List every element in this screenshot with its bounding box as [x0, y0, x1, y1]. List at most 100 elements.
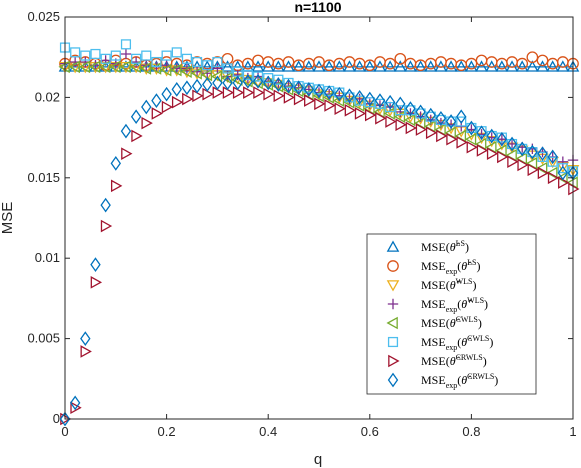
- data-point: [273, 74, 284, 85]
- data-point: [568, 182, 580, 196]
- data-point: [436, 129, 448, 143]
- data-point: [506, 138, 518, 150]
- data-point: [385, 115, 397, 128]
- data-point: [119, 62, 133, 74]
- data-point: [141, 50, 152, 61]
- data-point: [547, 156, 558, 167]
- data-point: [161, 86, 172, 102]
- data-point: [212, 75, 223, 91]
- data-point: [313, 56, 325, 68]
- legend-entry: MSE(θ̂WLS): [386, 277, 476, 292]
- data-point: [242, 57, 254, 70]
- data-point: [151, 93, 162, 108]
- legend-label: MSEexp(θ̂WLS): [421, 296, 488, 314]
- data-marks: [58, 39, 580, 427]
- data-point: [444, 60, 458, 72]
- x-tick-label: 0.8: [462, 424, 480, 439]
- y-tick-label: 0.015: [27, 170, 60, 185]
- data-point: [435, 110, 447, 126]
- legend-entry: MSE(θ̂CRWLS): [388, 353, 487, 368]
- data-point: [171, 81, 182, 97]
- data-point: [404, 60, 417, 72]
- data-point: [141, 116, 153, 130]
- data-point: [364, 97, 375, 108]
- data-point: [221, 71, 233, 85]
- data-point: [354, 95, 365, 106]
- data-point: [364, 91, 376, 107]
- data-point: [374, 93, 386, 108]
- x-tick-label: 0: [61, 424, 68, 439]
- legend-entry: MSEexp(θ̂CWLS): [387, 334, 493, 352]
- data-point: [192, 89, 204, 103]
- data-point: [333, 60, 346, 72]
- data-point: [263, 73, 274, 84]
- data-point: [354, 90, 365, 105]
- data-point: [507, 155, 519, 169]
- data-point: [424, 60, 438, 72]
- data-point: [190, 66, 202, 80]
- data-point: [212, 63, 223, 74]
- data-point: [151, 107, 163, 120]
- legend-label: MSEexp(θ̂LS): [421, 258, 481, 276]
- legend-marker: [387, 260, 399, 272]
- data-point: [202, 87, 214, 101]
- data-point: [90, 48, 101, 60]
- y-tick-label: 0.02: [35, 89, 60, 104]
- data-point: [384, 94, 396, 110]
- data-point: [506, 136, 518, 152]
- data-point: [385, 101, 396, 113]
- y-tick-label: 0.01: [35, 250, 60, 265]
- legend-marker: [386, 280, 400, 292]
- data-point: [415, 104, 426, 120]
- data-point: [383, 60, 397, 72]
- x-tick-label: 0.4: [259, 424, 277, 439]
- data-point: [486, 128, 497, 144]
- data-point: [395, 105, 406, 116]
- data-point: [263, 87, 275, 101]
- data-point: [527, 163, 539, 177]
- data-point: [425, 126, 438, 140]
- data-point: [243, 86, 255, 99]
- axes: 0 0.2 0.4 0.6 0.8 1 0 0.005 0.01 0.015 0.02 0.025: [27, 9, 576, 439]
- data-point: [557, 163, 568, 174]
- data-point: [323, 85, 335, 100]
- x-tick-label: 0.2: [158, 424, 176, 439]
- data-point: [332, 94, 345, 107]
- data-point: [80, 345, 92, 358]
- data-point: [516, 57, 529, 70]
- data-point: [273, 77, 284, 92]
- data-point: [344, 88, 355, 104]
- chart-title: n=1100: [294, 0, 341, 15]
- legend-entry: MSEexp(θ̂CRWLS): [387, 372, 498, 390]
- legend-label: MSEexp(θ̂CRWLS): [421, 372, 498, 390]
- data-point: [170, 63, 182, 77]
- data-point: [59, 411, 71, 427]
- data-point: [546, 166, 558, 180]
- series-6: [60, 86, 580, 426]
- data-point: [80, 331, 91, 346]
- legend-box: [366, 233, 537, 395]
- data-point: [557, 165, 569, 181]
- legend-label: MSEexp(θ̂CWLS): [421, 334, 493, 352]
- data-point: [120, 123, 132, 139]
- data-point: [446, 132, 458, 146]
- data-point: [283, 78, 294, 94]
- data-point: [69, 395, 81, 411]
- data-point: [403, 113, 416, 127]
- data-point: [212, 56, 223, 68]
- data-point: [100, 197, 111, 213]
- data-point: [393, 60, 407, 72]
- legend-marker: [387, 372, 399, 388]
- data-point: [221, 60, 234, 72]
- data-point: [405, 121, 417, 135]
- data-point: [497, 150, 509, 164]
- data-point: [536, 60, 549, 72]
- data-point: [353, 60, 366, 72]
- legend-marker: [386, 316, 398, 330]
- data-point: [191, 78, 203, 94]
- data-point: [496, 131, 508, 147]
- data-point: [90, 276, 103, 289]
- data-point: [110, 50, 121, 61]
- legend-label: MSE(θ̂LS): [421, 239, 469, 254]
